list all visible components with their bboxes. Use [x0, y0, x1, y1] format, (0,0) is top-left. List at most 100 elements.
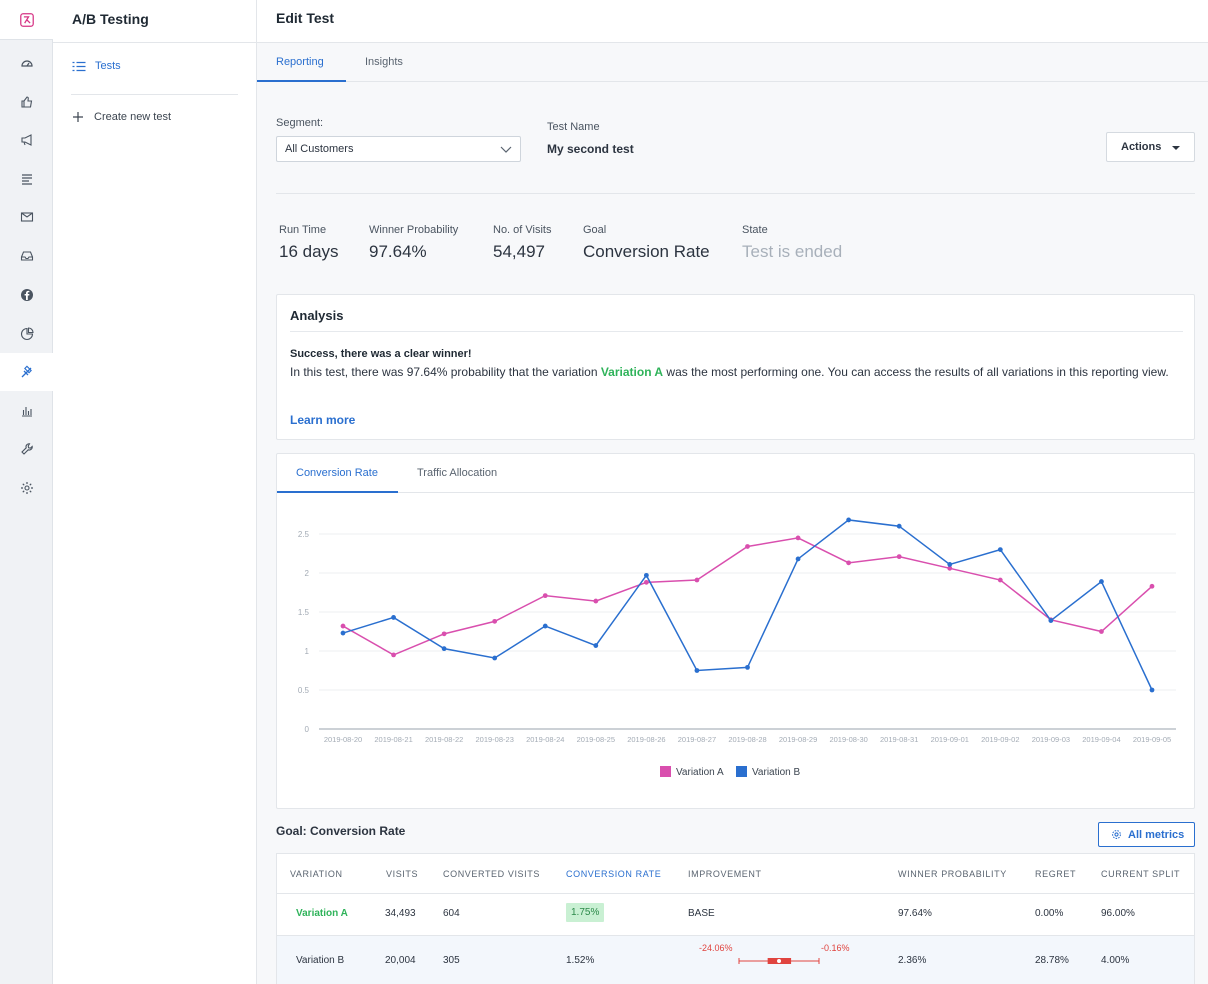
all-metrics-button[interactable]: All metrics — [1098, 822, 1195, 847]
test-name-value: My second test — [547, 142, 634, 156]
caret-down-icon — [1172, 146, 1180, 150]
cell-split: 96.00% — [1101, 908, 1135, 919]
cell-variation[interactable]: Variation A — [296, 908, 348, 919]
data-point — [643, 572, 649, 578]
data-point — [391, 652, 396, 658]
actions-button[interactable]: Actions — [1106, 132, 1195, 162]
stat-value: Test is ended — [742, 242, 843, 261]
megaphone-icon[interactable] — [0, 121, 53, 159]
stat-label: Winner Probability — [369, 224, 459, 236]
data-point — [795, 556, 801, 562]
cell-variation[interactable]: Variation B — [296, 955, 345, 966]
x-tick-label: 2019-08-21 — [374, 735, 412, 744]
data-point — [896, 554, 902, 560]
data-point — [1099, 629, 1104, 634]
data-point — [846, 517, 852, 523]
x-tick-label: 2019-08-27 — [678, 735, 716, 744]
col-header-converted-visits[interactable]: CONVERTED VISITS — [443, 869, 540, 879]
x-tick-label: 2019-09-03 — [1032, 735, 1070, 744]
brand-logo-icon[interactable] — [0, 0, 53, 40]
x-tick-label: 2019-09-01 — [931, 735, 969, 744]
data-point — [340, 630, 346, 636]
inbox-icon[interactable] — [0, 237, 53, 275]
col-header-improvement[interactable]: IMPROVEMENT — [688, 869, 762, 879]
stat-goal: Goal Conversion Rate — [583, 224, 710, 262]
data-point — [745, 664, 750, 670]
stat-run-time: Run Time 16 days — [279, 224, 339, 262]
table-row: Variation A 34,493 604 1.75% BASE 97.64%… — [277, 893, 1194, 935]
col-header-variation[interactable]: VARIATION — [290, 869, 343, 879]
legend-swatch — [660, 766, 671, 777]
legend-label: Variation B — [752, 767, 801, 778]
stat-label: State — [742, 224, 768, 236]
x-tick-label: 2019-08-23 — [476, 735, 514, 744]
section-title: A/B Testing — [53, 0, 256, 43]
learn-more-link[interactable]: Learn more — [290, 413, 356, 427]
data-point — [694, 668, 700, 673]
data-point — [997, 577, 1003, 583]
data-point — [391, 615, 396, 620]
sidebar-item-label: Tests — [95, 60, 121, 72]
data-point — [846, 560, 852, 566]
facebook-icon[interactable] — [0, 276, 53, 314]
data-point — [1048, 618, 1054, 623]
mail-icon[interactable] — [0, 198, 53, 236]
stat-value: 97.64% — [369, 242, 427, 261]
data-point — [643, 579, 649, 585]
cell-split: 4.00% — [1101, 955, 1130, 966]
tab-conversion-rate[interactable]: Conversion Rate — [296, 467, 378, 479]
cell-visits: 20,004 — [385, 955, 416, 966]
chart-tab-bar: Conversion Rate Traffic Allocation — [277, 454, 1194, 493]
secondary-sidebar: A/B Testing Tests Create new test — [53, 0, 257, 984]
tab-insights[interactable]: Insights — [365, 56, 403, 68]
data-point — [997, 547, 1003, 552]
series-line-variation-a — [342, 537, 1153, 656]
cell-converted: 604 — [443, 908, 460, 919]
data-point — [795, 535, 801, 541]
col-header-regret[interactable]: REGRET — [1035, 869, 1077, 879]
x-tick-label: 2019-08-28 — [728, 735, 766, 744]
pie-chart-icon[interactable] — [0, 315, 53, 353]
tab-reporting[interactable]: Reporting — [276, 56, 324, 68]
analysis-body: In this test, there was 97.64% probabili… — [290, 363, 1183, 381]
active-tab-indicator — [257, 80, 346, 82]
goal-title: Goal: Conversion Rate — [276, 824, 406, 838]
x-tick-label: 2019-08-31 — [880, 735, 918, 744]
sidebar-item-tests[interactable]: Tests — [72, 60, 121, 72]
cell-winner-probability: 97.64% — [898, 908, 932, 919]
improvement-interval: -24.06% -0.16% — [699, 943, 850, 964]
stat-winner-probability: Winner Probability 97.64% — [369, 224, 458, 262]
wrench-icon[interactable] — [0, 430, 53, 468]
create-new-test-button[interactable]: Create new test — [73, 111, 171, 123]
x-tick-label: 2019-08-24 — [526, 735, 564, 744]
data-point — [1149, 583, 1155, 589]
stat-label: Run Time — [279, 224, 327, 236]
stat-value: 54,497 — [493, 242, 545, 261]
stat-state: State Test is ended — [742, 224, 842, 262]
actions-label: Actions — [1121, 141, 1162, 153]
cell-improvement: BASE — [688, 908, 715, 919]
data-point — [593, 598, 599, 604]
tab-traffic-allocation[interactable]: Traffic Allocation — [417, 467, 498, 479]
ab-test-icon[interactable] — [0, 353, 53, 391]
gear-icon[interactable] — [0, 469, 53, 507]
col-header-visits[interactable]: VISITS — [386, 869, 419, 879]
interval-point — [777, 959, 782, 963]
dashboard-icon[interactable] — [0, 44, 53, 82]
list-icon[interactable] — [0, 160, 53, 198]
segment-select[interactable]: All Customers — [276, 136, 521, 162]
thumbs-up-icon[interactable] — [0, 83, 53, 121]
x-tick-label: 2019-08-25 — [577, 735, 615, 744]
stat-value: 16 days — [279, 242, 339, 261]
analysis-card: Analysis Success, there was a clear winn… — [276, 294, 1195, 440]
x-tick-label: 2019-09-02 — [981, 735, 1019, 744]
col-header-conversion-rate[interactable]: CONVERSION RATE — [566, 869, 662, 879]
col-header-current-split[interactable]: CURRENT SPLIT — [1101, 869, 1181, 879]
col-header-winner-probability[interactable]: WINNER PROBABILITY — [898, 869, 1007, 879]
improvement-low: -24.06% — [699, 943, 733, 953]
bar-chart-icon[interactable] — [0, 392, 53, 430]
active-tab-indicator — [277, 491, 398, 493]
data-point — [1149, 687, 1155, 693]
x-tick-label: 2019-09-05 — [1133, 735, 1171, 744]
x-tick-label: 2019-08-22 — [425, 735, 463, 744]
